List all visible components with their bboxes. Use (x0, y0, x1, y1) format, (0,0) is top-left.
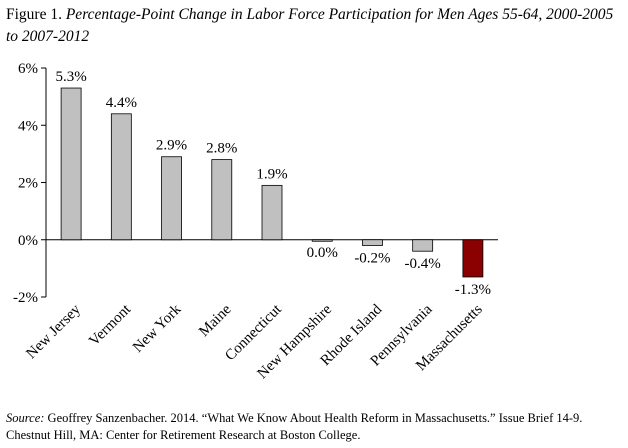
source-label: Source: (6, 411, 45, 425)
source-text: Geoffrey Sanzenbacher. 2014. “What We Kn… (6, 411, 583, 442)
data-label: 2.9% (156, 138, 187, 154)
figure-title-text: Percentage-Point Change in Labor Force P… (6, 6, 614, 45)
bar-pennsylvania (412, 239, 434, 252)
bar-connecticut (261, 184, 283, 241)
bar-new-jersey (60, 87, 82, 241)
bar-new-hampshire (311, 239, 333, 242)
bar-new-york (161, 156, 182, 241)
bar-vermont (110, 113, 132, 241)
bar-rhode-island (362, 239, 383, 246)
bar-maine (211, 159, 233, 241)
x-tick-label: Maine (196, 301, 235, 340)
x-tick-label: New Jersey (23, 301, 84, 362)
data-label: -1.3% (455, 282, 491, 298)
x-tick-label: Vermont (86, 301, 134, 349)
data-label: 2.8% (206, 141, 237, 157)
bar-massachusetts (462, 239, 484, 278)
data-label: 4.4% (106, 95, 137, 111)
x-tick-label: New York (130, 301, 185, 356)
data-label: 1.9% (256, 166, 287, 182)
y-tick-label: -2% (13, 290, 38, 306)
y-tick-label: 6% (18, 61, 38, 77)
figure-label: Figure 1. (6, 6, 62, 23)
data-label: 5.3% (55, 69, 86, 85)
source-note: Source: Geoffrey Sanzenbacher. 2014. “Wh… (6, 410, 622, 444)
y-tick-label: 2% (18, 176, 38, 192)
data-label: -0.2% (354, 250, 390, 266)
y-tick-label: 4% (18, 118, 38, 134)
data-label: 0.0% (307, 245, 338, 261)
figure-title: Figure 1. Percentage-Point Change in Lab… (6, 4, 622, 48)
y-tick-label: 0% (18, 233, 38, 249)
data-label: -0.4% (405, 256, 441, 272)
